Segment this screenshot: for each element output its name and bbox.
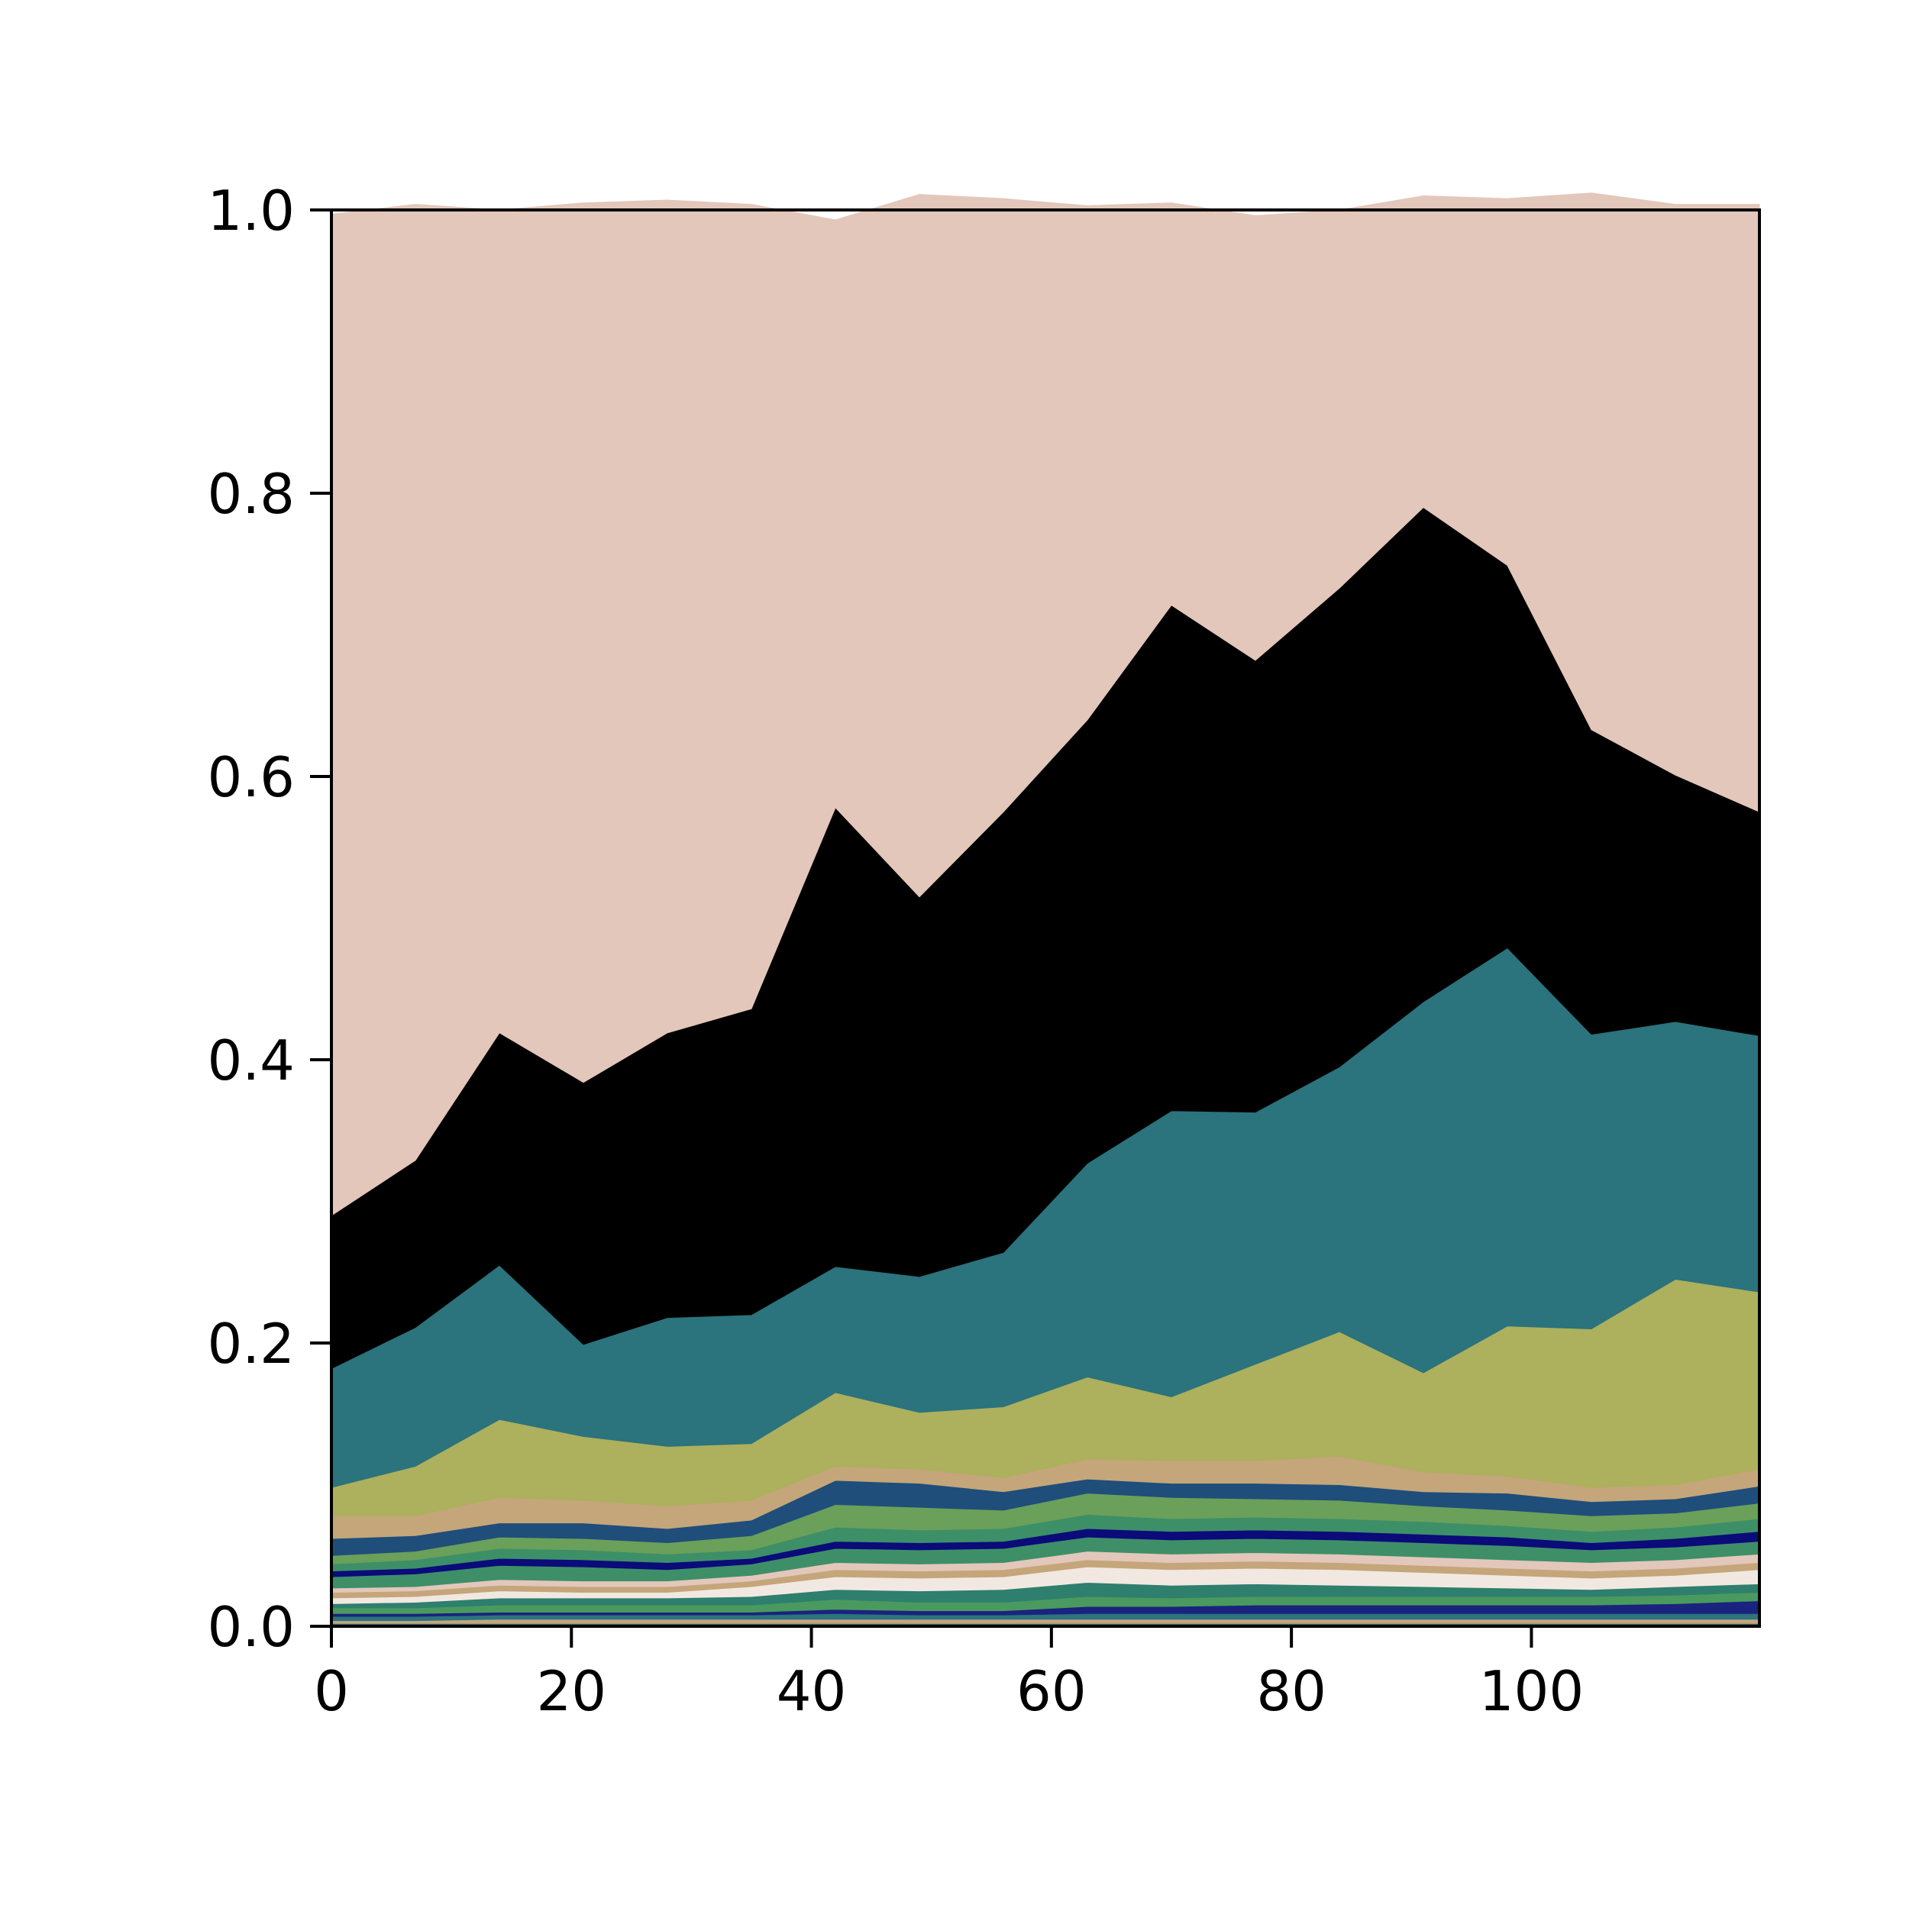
area-series-19 (331, 192, 1760, 1216)
x-tick-label: 60 (1016, 1659, 1087, 1723)
area-series-2 (331, 1619, 1760, 1624)
x-tick-label: 100 (1479, 1659, 1584, 1723)
y-tick-label: 0.8 (207, 462, 295, 526)
x-tick-label: 80 (1256, 1659, 1326, 1723)
y-tick-label: 0.2 (207, 1312, 295, 1376)
x-tick-label: 40 (777, 1659, 847, 1723)
y-axis-ticks: 0.0 0.2 0.4 0.6 0.8 1.0 (207, 179, 331, 1659)
axes (330, 208, 1761, 1628)
y-tick-label: 1.0 (207, 179, 295, 243)
x-tick-label: 20 (536, 1659, 606, 1723)
y-tick-label: 0.4 (207, 1028, 295, 1093)
plot-frame (330, 208, 1761, 1628)
y-tick-label: 0.0 (207, 1595, 295, 1659)
area-layers (331, 192, 1760, 1627)
x-axis-ticks: 0 20 40 60 80 100 (314, 1626, 1584, 1723)
x-tick-label: 0 (314, 1659, 349, 1723)
y-tick-label: 0.6 (207, 745, 295, 809)
